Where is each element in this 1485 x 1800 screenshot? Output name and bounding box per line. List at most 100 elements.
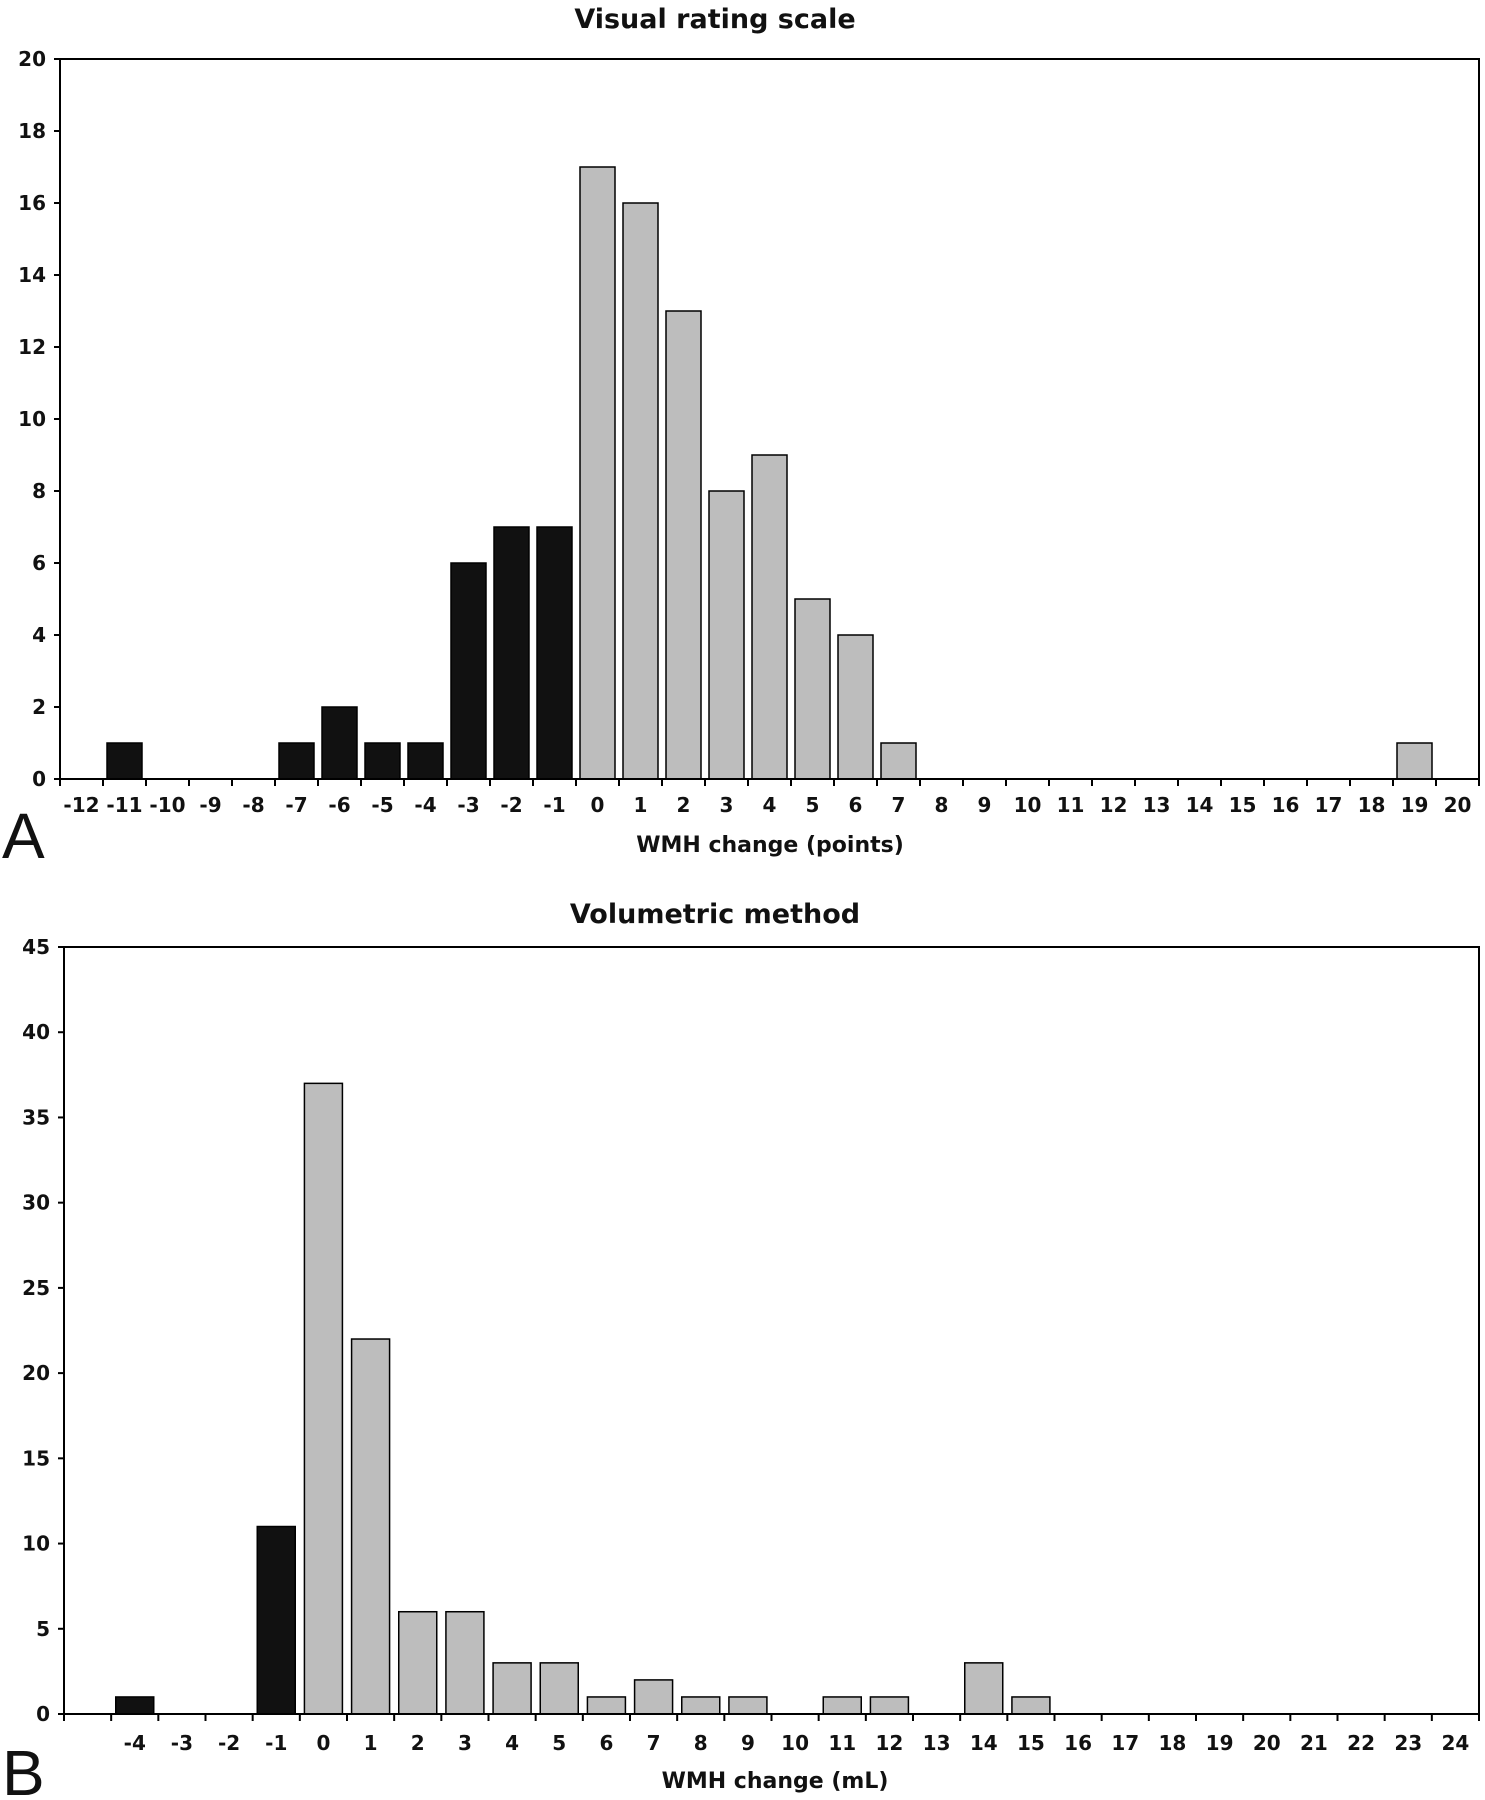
x-tick-label: 10 [1014,793,1042,817]
y-tick-label: 20 [22,1361,50,1385]
bar [450,562,487,780]
x-tick-label: -5 [371,793,393,817]
plot-area-frame [63,946,1480,1715]
x-tick-label: 23 [1394,1731,1422,1755]
x-tick-label: 20 [1444,793,1472,817]
x-tick-label: 0 [591,793,605,817]
x-tick-label: 2 [677,793,691,817]
y-tick-label: 4 [32,623,46,647]
y-tick-label: 8 [32,479,46,503]
x-tick-label: 13 [923,1731,951,1755]
x-tick-label: 14 [1186,793,1214,817]
x-tick-label: 1 [634,793,648,817]
x-tick-label: 5 [552,1731,566,1755]
bar [586,1696,627,1715]
x-tick-label: 12 [1100,793,1128,817]
y-tick-label: 16 [18,191,46,215]
bar [398,1610,438,1715]
bar [751,454,788,780]
x-tick-label: 6 [599,1731,613,1755]
panel-label-b: B [2,1737,45,1800]
bar [278,742,315,780]
bar [115,1696,155,1715]
x-tick-label: 7 [892,793,906,817]
bar [321,706,358,780]
y-tick-label: 6 [32,551,46,575]
bar [1011,1696,1051,1715]
x-tick-label: 13 [1143,793,1171,817]
x-tick-label: 22 [1347,1731,1375,1755]
x-tick-label: 17 [1111,1731,1139,1755]
chart-b-title: Volumetric method [570,899,860,930]
x-tick-label: 19 [1206,1731,1234,1755]
plot-area-frame [59,58,1480,780]
y-tick-label: 14 [18,263,46,287]
x-tick-label: -6 [328,793,350,817]
x-tick-label: -12 [63,793,99,817]
x-tick-label: 15 [1229,793,1257,817]
x-tick-label: -3 [457,793,479,817]
bar [492,1662,532,1715]
y-tick-label: 0 [36,1702,50,1726]
chart-a-title: Visual rating scale [574,4,855,35]
x-tick-label: -10 [149,793,185,817]
x-tick-label: 3 [458,1731,472,1755]
bar [964,1662,1004,1715]
y-tick-label: 45 [22,935,50,959]
x-tick-label: 9 [741,1731,755,1755]
bar [536,526,573,780]
bar [880,742,917,780]
y-tick-label: 15 [22,1446,50,1470]
y-tick-label: 18 [18,119,46,143]
x-tick-label: 16 [1064,1731,1092,1755]
x-tick-label: 21 [1300,1731,1328,1755]
y-tick-label: 0 [32,767,46,791]
x-tick-label: 10 [781,1731,809,1755]
x-tick-label: 18 [1158,1731,1186,1755]
x-tick-label: 4 [763,793,777,817]
x-tick-label: 16 [1272,793,1300,817]
x-tick-label: -8 [242,793,264,817]
chart-b-x-axis-label: WMH change (mL) [662,1769,889,1794]
chart-a-x-axis-label: WMH change (points) [636,833,904,858]
x-tick-label: -1 [265,1731,287,1755]
x-tick-label: 11 [1057,793,1085,817]
bar [106,742,143,780]
bar [579,166,616,780]
y-tick-label: 30 [22,1191,50,1215]
x-tick-label: -2 [500,793,522,817]
bar [822,1696,862,1715]
x-tick-label: -4 [414,793,436,817]
x-tick-label: 5 [806,793,820,817]
x-tick-label: 15 [1017,1731,1045,1755]
x-tick-label: 19 [1401,793,1429,817]
x-tick-label: -2 [218,1731,240,1755]
bar [493,526,530,780]
x-tick-label: 1 [364,1731,378,1755]
bar [633,1679,674,1715]
y-tick-label: 35 [22,1105,50,1129]
bar [350,1338,391,1715]
x-tick-label: -1 [543,793,565,817]
y-tick-label: 10 [22,1532,50,1556]
bar [364,742,401,780]
x-tick-label: 0 [316,1731,330,1755]
x-tick-label: -9 [199,793,221,817]
x-tick-label: 9 [978,793,992,817]
x-tick-label: 6 [849,793,863,817]
bar [445,1610,485,1715]
x-tick-label: 24 [1441,1731,1469,1755]
x-tick-label: 8 [694,1731,708,1755]
bar [665,310,702,780]
bar [622,202,659,780]
bar [303,1082,344,1715]
x-tick-label: 18 [1358,793,1386,817]
bar [681,1696,721,1715]
x-tick-label: 4 [505,1731,519,1755]
x-tick-label: -4 [124,1731,146,1755]
bar [869,1696,910,1715]
x-tick-label: -11 [106,793,142,817]
